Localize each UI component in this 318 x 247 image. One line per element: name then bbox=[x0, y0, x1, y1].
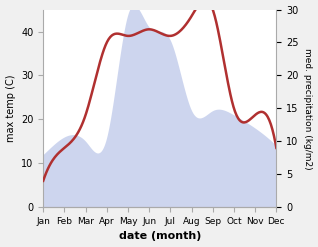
Y-axis label: max temp (C): max temp (C) bbox=[5, 75, 16, 142]
X-axis label: date (month): date (month) bbox=[119, 231, 201, 242]
Y-axis label: med. precipitation (kg/m2): med. precipitation (kg/m2) bbox=[303, 48, 313, 169]
